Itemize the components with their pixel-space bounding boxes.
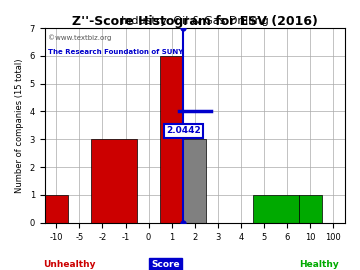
Bar [91,139,137,223]
Y-axis label: Number of companies (15 total): Number of companies (15 total) [15,58,24,193]
Text: Industry: Oil & Gas Drilling: Industry: Oil & Gas Drilling [121,16,269,26]
Bar [253,195,299,223]
Text: Unhealthy: Unhealthy [43,260,96,269]
Text: Healthy: Healthy [299,260,338,269]
Text: 2.0442: 2.0442 [166,126,201,136]
Title: Z''-Score Histogram for ESV (2016): Z''-Score Histogram for ESV (2016) [72,15,318,28]
Text: ©www.textbiz.org: ©www.textbiz.org [48,34,111,40]
Bar [183,139,206,223]
Bar [299,195,322,223]
Text: The Research Foundation of SUNY: The Research Foundation of SUNY [48,49,183,55]
Text: Score: Score [151,260,180,269]
Bar [160,56,183,223]
Bar [45,195,68,223]
